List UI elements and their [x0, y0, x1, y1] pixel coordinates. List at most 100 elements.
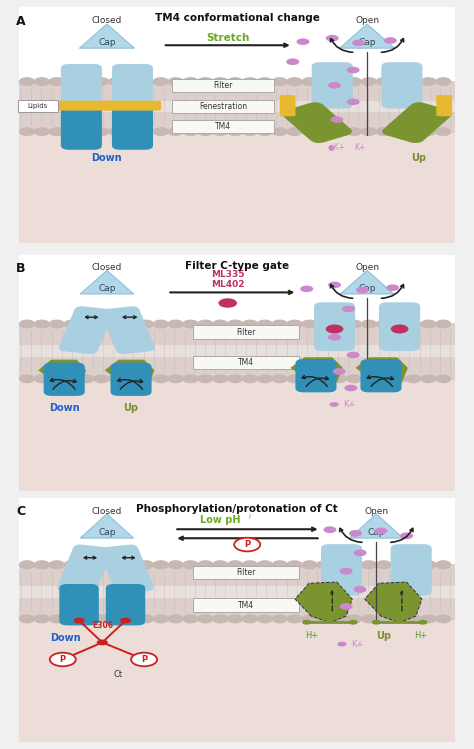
FancyBboxPatch shape	[382, 62, 422, 109]
Circle shape	[326, 35, 339, 41]
Circle shape	[302, 620, 311, 625]
Text: A: A	[16, 14, 26, 28]
Circle shape	[168, 128, 183, 136]
FancyBboxPatch shape	[193, 326, 299, 339]
Text: TM4 conformational change: TM4 conformational change	[155, 13, 319, 23]
Circle shape	[384, 37, 397, 44]
Circle shape	[257, 128, 272, 136]
Circle shape	[272, 78, 287, 85]
Circle shape	[79, 321, 94, 328]
Circle shape	[138, 78, 154, 85]
Polygon shape	[80, 514, 134, 538]
FancyBboxPatch shape	[282, 102, 352, 143]
FancyBboxPatch shape	[436, 95, 452, 116]
Circle shape	[154, 128, 168, 136]
Circle shape	[346, 78, 362, 85]
Circle shape	[302, 561, 317, 568]
Circle shape	[154, 615, 168, 622]
Text: Filter: Filter	[213, 81, 233, 90]
Polygon shape	[80, 270, 134, 294]
Circle shape	[97, 640, 108, 646]
Circle shape	[328, 282, 341, 288]
Circle shape	[354, 550, 366, 557]
Circle shape	[109, 321, 124, 328]
Circle shape	[352, 40, 365, 46]
Text: Stretch: Stretch	[206, 33, 249, 43]
Polygon shape	[340, 270, 394, 294]
Circle shape	[138, 128, 154, 136]
Circle shape	[19, 321, 35, 328]
Circle shape	[79, 561, 94, 568]
Circle shape	[287, 561, 302, 568]
Circle shape	[109, 375, 124, 383]
FancyBboxPatch shape	[379, 303, 420, 351]
Circle shape	[391, 128, 406, 136]
Circle shape	[64, 128, 79, 136]
Circle shape	[362, 321, 376, 328]
FancyBboxPatch shape	[312, 62, 353, 109]
Circle shape	[64, 375, 79, 383]
FancyBboxPatch shape	[321, 545, 362, 595]
Text: K+: K+	[343, 400, 356, 409]
FancyBboxPatch shape	[104, 100, 161, 111]
Circle shape	[391, 324, 409, 333]
Circle shape	[19, 78, 35, 85]
FancyBboxPatch shape	[59, 306, 113, 354]
Circle shape	[243, 375, 257, 383]
Circle shape	[418, 620, 428, 625]
Bar	[18, 255, 456, 323]
Circle shape	[183, 128, 198, 136]
Circle shape	[73, 618, 85, 623]
Circle shape	[257, 78, 272, 85]
Circle shape	[243, 561, 257, 568]
Text: H+: H+	[414, 631, 427, 640]
Circle shape	[406, 561, 421, 568]
FancyBboxPatch shape	[173, 120, 273, 133]
Circle shape	[124, 615, 138, 622]
Circle shape	[436, 561, 451, 568]
Text: Open: Open	[365, 507, 388, 516]
Text: Cap: Cap	[98, 284, 116, 293]
Bar	[18, 564, 456, 620]
Circle shape	[400, 533, 413, 539]
Circle shape	[124, 128, 138, 136]
Text: Low pH: Low pH	[201, 515, 241, 526]
FancyBboxPatch shape	[382, 102, 452, 143]
Circle shape	[391, 615, 406, 622]
Circle shape	[213, 615, 228, 622]
Circle shape	[376, 128, 391, 136]
Text: Lipids: Lipids	[27, 103, 48, 109]
FancyBboxPatch shape	[106, 584, 145, 625]
Circle shape	[94, 615, 109, 622]
Circle shape	[154, 375, 168, 383]
Circle shape	[79, 78, 94, 85]
Text: Open: Open	[355, 263, 379, 272]
Circle shape	[94, 321, 109, 328]
Polygon shape	[80, 24, 134, 48]
Text: Up: Up	[410, 154, 426, 163]
Circle shape	[391, 321, 406, 328]
FancyBboxPatch shape	[391, 545, 432, 595]
Circle shape	[354, 586, 366, 592]
Circle shape	[386, 285, 399, 291]
Circle shape	[79, 375, 94, 383]
Circle shape	[333, 369, 346, 374]
Circle shape	[332, 321, 346, 328]
Bar	[18, 7, 456, 81]
Circle shape	[436, 375, 451, 383]
Text: Cap: Cap	[98, 527, 116, 537]
Circle shape	[64, 78, 79, 85]
Circle shape	[154, 321, 168, 328]
Circle shape	[124, 321, 138, 328]
Text: B: B	[16, 261, 26, 275]
Circle shape	[272, 128, 287, 136]
Circle shape	[228, 128, 243, 136]
Circle shape	[287, 78, 302, 85]
Circle shape	[362, 375, 376, 383]
Text: Ct: Ct	[114, 670, 123, 679]
Circle shape	[332, 128, 346, 136]
Polygon shape	[105, 360, 155, 392]
Circle shape	[346, 375, 362, 383]
Text: Closed: Closed	[92, 263, 122, 272]
Circle shape	[198, 615, 213, 622]
